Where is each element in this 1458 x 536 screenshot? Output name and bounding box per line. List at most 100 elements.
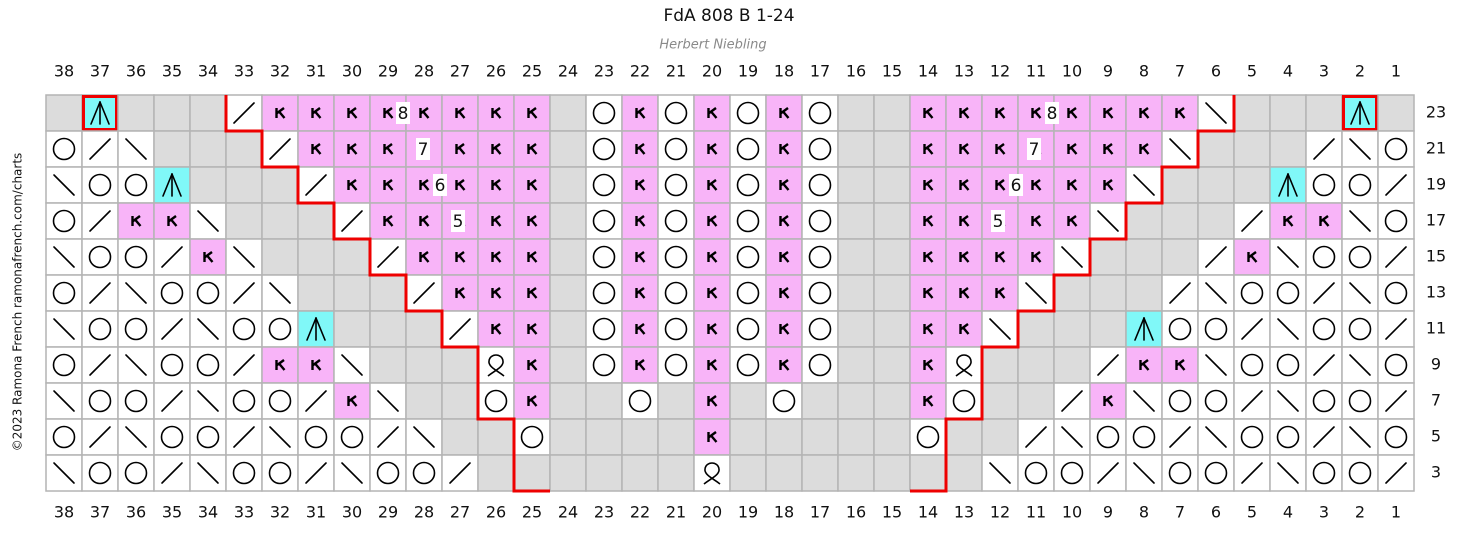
column-number: 31 bbox=[306, 503, 326, 522]
stitch-symbol bbox=[88, 245, 112, 269]
chart-cell bbox=[1269, 130, 1307, 168]
stitch-symbol bbox=[1169, 282, 1191, 304]
chart-cell bbox=[1017, 454, 1055, 492]
chart-cell bbox=[189, 346, 227, 384]
column-number: 16 bbox=[846, 503, 866, 522]
chart-cell bbox=[621, 418, 659, 456]
stitch-symbol bbox=[232, 317, 256, 341]
chart-cell bbox=[81, 454, 119, 492]
stitch-symbol bbox=[1276, 281, 1300, 305]
stitch-symbol bbox=[88, 461, 112, 485]
column-number: 27 bbox=[450, 62, 470, 81]
stitch-symbol bbox=[527, 107, 538, 119]
column-number: 35 bbox=[162, 62, 182, 81]
stitch-symbol bbox=[592, 101, 616, 125]
stitch-symbol bbox=[959, 107, 970, 119]
column-number: 29 bbox=[378, 503, 398, 522]
column-number: 34 bbox=[198, 503, 218, 522]
chart-cell bbox=[693, 454, 731, 492]
chart-cell bbox=[153, 418, 191, 456]
stitch-symbol bbox=[305, 174, 327, 196]
chart-cell bbox=[1233, 94, 1271, 132]
stitch-symbol bbox=[1385, 174, 1407, 196]
stitch-symbol bbox=[527, 287, 538, 299]
column-number: 5 bbox=[1247, 62, 1257, 81]
stitch-symbol bbox=[1133, 174, 1155, 196]
stitch-symbol bbox=[491, 143, 502, 155]
chart-cell bbox=[1377, 238, 1415, 276]
chart-cell bbox=[549, 382, 587, 420]
stitch-symbol bbox=[1204, 317, 1228, 341]
stitch-symbol bbox=[808, 137, 832, 161]
outline bbox=[82, 95, 118, 131]
stitch-symbol bbox=[268, 461, 292, 485]
count-background bbox=[433, 174, 447, 196]
row-number: 21 bbox=[1426, 139, 1446, 158]
chart-cell bbox=[1377, 94, 1415, 132]
stitch-symbol bbox=[376, 461, 400, 485]
chart-cell bbox=[189, 94, 227, 132]
chart-cell bbox=[1305, 382, 1343, 420]
stitch-count: 7 bbox=[418, 140, 429, 160]
stitch-symbol bbox=[779, 359, 790, 371]
stitch-symbol bbox=[959, 287, 970, 299]
chart-cell bbox=[1377, 346, 1415, 384]
chart-cell bbox=[801, 418, 839, 456]
chart-cell bbox=[1305, 94, 1343, 132]
chart-cell bbox=[189, 274, 227, 312]
stitch-symbol bbox=[171, 173, 182, 197]
stitch-symbol bbox=[1277, 246, 1299, 268]
column-number: 37 bbox=[90, 503, 110, 522]
red-outline bbox=[224, 95, 550, 493]
column-number: 2 bbox=[1355, 62, 1365, 81]
stitch-symbol bbox=[995, 251, 1006, 263]
chart-cell bbox=[1089, 238, 1127, 276]
stitch-symbol bbox=[232, 389, 256, 413]
chart-cell bbox=[1161, 454, 1199, 492]
column-number: 20 bbox=[702, 62, 722, 81]
chart-cell bbox=[801, 130, 839, 168]
stitch-symbol bbox=[275, 359, 286, 371]
stitch-symbol bbox=[1133, 390, 1155, 412]
stitch-symbol bbox=[52, 137, 76, 161]
chart-cell bbox=[621, 454, 659, 492]
chart-cell bbox=[117, 166, 155, 204]
stitch-symbol bbox=[779, 251, 790, 263]
chart-cell bbox=[585, 238, 623, 276]
column-number: 13 bbox=[954, 503, 974, 522]
stitch-symbol bbox=[89, 282, 111, 304]
stitch-symbol bbox=[491, 179, 502, 191]
stitch-symbol bbox=[707, 251, 718, 263]
stitch-symbol bbox=[197, 390, 219, 412]
chart-cell bbox=[261, 202, 299, 240]
chart-cell bbox=[837, 274, 875, 312]
stitch-symbol bbox=[161, 390, 183, 412]
stitch-symbol bbox=[1348, 173, 1372, 197]
stitch-symbol bbox=[305, 462, 327, 484]
chart-cell bbox=[261, 310, 299, 348]
column-number: 37 bbox=[90, 62, 110, 81]
stitch-symbol bbox=[1143, 317, 1154, 341]
column-number: 25 bbox=[522, 503, 542, 522]
stitch-symbol bbox=[383, 143, 394, 155]
column-number: 32 bbox=[270, 62, 290, 81]
chart-cell bbox=[909, 454, 947, 492]
column-number: 3 bbox=[1319, 62, 1329, 81]
chart-cell bbox=[1197, 382, 1235, 420]
stitch-symbol bbox=[923, 179, 934, 191]
stitch-symbol bbox=[808, 317, 832, 341]
stitch-symbol bbox=[1097, 462, 1119, 484]
chart-cell bbox=[153, 346, 191, 384]
stitch-symbol bbox=[1103, 395, 1114, 407]
chart-cell bbox=[549, 94, 587, 132]
stitch-symbol bbox=[808, 173, 832, 197]
count-background bbox=[991, 210, 1005, 232]
column-number: 9 bbox=[1103, 62, 1113, 81]
stitch-symbol bbox=[1067, 215, 1078, 227]
chart-cell bbox=[1341, 454, 1379, 492]
stitch-symbol bbox=[1031, 179, 1042, 191]
stitch-symbol bbox=[341, 354, 363, 376]
stitch-symbol bbox=[635, 251, 646, 263]
stitch-symbol bbox=[1103, 143, 1114, 155]
chart-cell bbox=[729, 238, 767, 276]
